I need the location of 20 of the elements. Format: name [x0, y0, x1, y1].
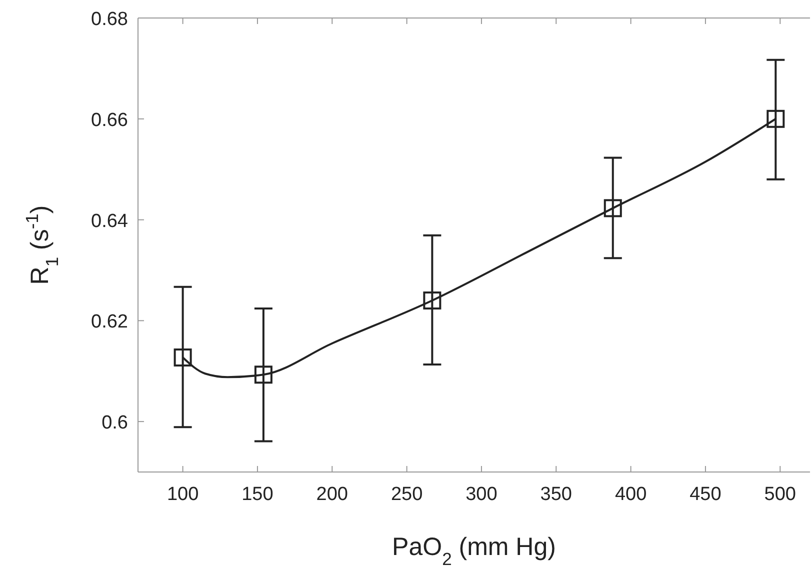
x-tick-label: 500 — [764, 484, 796, 505]
x-tick-label: 200 — [316, 484, 348, 505]
y-tick-label: 0.6 — [102, 412, 128, 434]
point — [254, 366, 272, 384]
x-tick-label: 100 — [166, 484, 199, 505]
point — [604, 199, 622, 218]
x-tick-label: 450 — [690, 484, 722, 505]
x-tick-label: 400 — [614, 484, 647, 505]
y-tick-label: 0.68 — [91, 9, 128, 30]
y-tick-label: 0.66 — [91, 110, 128, 131]
y-tick-label: 0.64 — [91, 210, 128, 232]
x-tick-label: 350 — [540, 484, 572, 505]
point — [423, 291, 442, 310]
point — [766, 110, 785, 128]
y-tick-label: 0.62 — [91, 312, 128, 333]
x-axis-title: PaO$_{2}$ (mm Hg) — [392, 533, 556, 569]
x-tick-label: 150 — [242, 484, 274, 505]
x-tick-label: 250 — [390, 484, 423, 505]
x-tick-label: 300 — [466, 484, 498, 505]
point — [174, 348, 192, 366]
